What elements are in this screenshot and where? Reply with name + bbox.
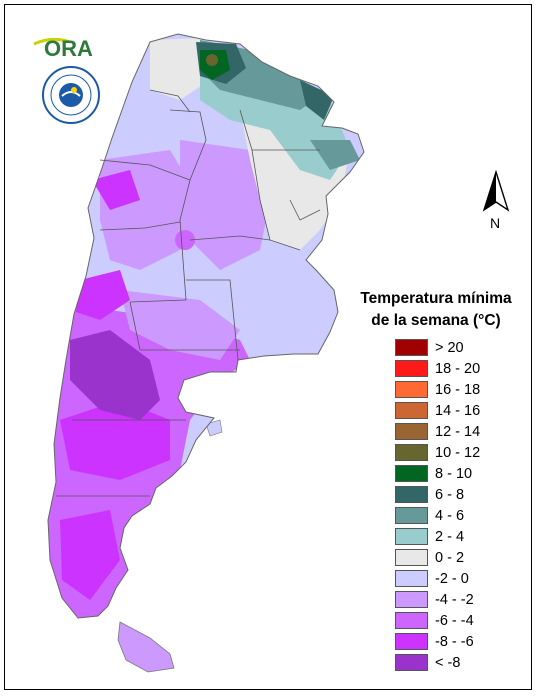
legend-label: 16 - 18: [435, 382, 481, 398]
legend-label: -2 - 0: [435, 571, 469, 587]
legend-item: 12 - 14: [395, 422, 515, 442]
legend-item: < -8: [395, 653, 515, 673]
legend-item: 2 - 4: [395, 527, 515, 547]
legend-label: 10 - 12: [435, 445, 481, 461]
legend-item: 18 - 20: [395, 359, 515, 379]
legend-label: 6 - 8: [435, 487, 465, 503]
legend-swatch: [395, 360, 428, 377]
legend-item: 14 - 16: [395, 401, 515, 421]
legend-label: 14 - 16: [435, 403, 481, 419]
legend-label: 8 - 10: [435, 466, 473, 482]
legend-swatch: [395, 339, 428, 356]
legend-swatch: [395, 381, 428, 398]
legend-item: -8 - -6: [395, 632, 515, 652]
legend-label: -4 - -2: [435, 592, 474, 608]
legend-item: 4 - 6: [395, 506, 515, 526]
legend-swatch: [395, 591, 428, 608]
north-label: N: [490, 215, 500, 231]
legend-label: > 20: [435, 340, 464, 356]
legend-label: 12 - 14: [435, 424, 481, 440]
legend-swatch: [395, 507, 428, 524]
legend-label: -6 - -4: [435, 613, 474, 629]
legend-label: 18 - 20: [435, 361, 481, 377]
legend-title-line1: Temperatura mínima: [360, 290, 512, 307]
legend-label: -8 - -6: [435, 634, 474, 650]
legend-item: 16 - 18: [395, 380, 515, 400]
legend-swatch: [395, 402, 428, 419]
legend-label: 4 - 6: [435, 508, 465, 524]
smn-seal: [42, 66, 100, 124]
legend-swatch: [395, 549, 428, 566]
legend-swatch: [395, 528, 428, 545]
legend-item: > 20: [395, 338, 515, 358]
legend-swatch: [395, 612, 428, 629]
north-arrow: N: [478, 169, 514, 234]
ora-logo-text: ORA: [44, 36, 93, 61]
legend-swatch: [395, 633, 428, 650]
legend-swatch: [395, 570, 428, 587]
legend-swatch: [395, 654, 428, 671]
legend-label: < -8: [435, 655, 461, 671]
legend-swatch: [395, 486, 428, 503]
legend-item: -6 - -4: [395, 611, 515, 631]
legend-item: -2 - 0: [395, 569, 515, 589]
legend-item: 8 - 10: [395, 464, 515, 484]
legend-item: 10 - 12: [395, 443, 515, 463]
legend-swatch: [395, 444, 428, 461]
legend-title-line2: de la semana (°C): [371, 312, 501, 329]
ora-logo: ORA: [33, 36, 93, 61]
legend-item: -4 - -2: [395, 590, 515, 610]
legend-item: 6 - 8: [395, 485, 515, 505]
legend-label: 2 - 4: [435, 529, 465, 545]
legend-swatch: [395, 423, 428, 440]
legend-item: 0 - 2: [395, 548, 515, 568]
legend-swatch: [395, 465, 428, 482]
legend-label: 0 - 2: [435, 550, 465, 566]
legend: Temperatura mínima de la semana (°C) > 2…: [343, 288, 529, 671]
